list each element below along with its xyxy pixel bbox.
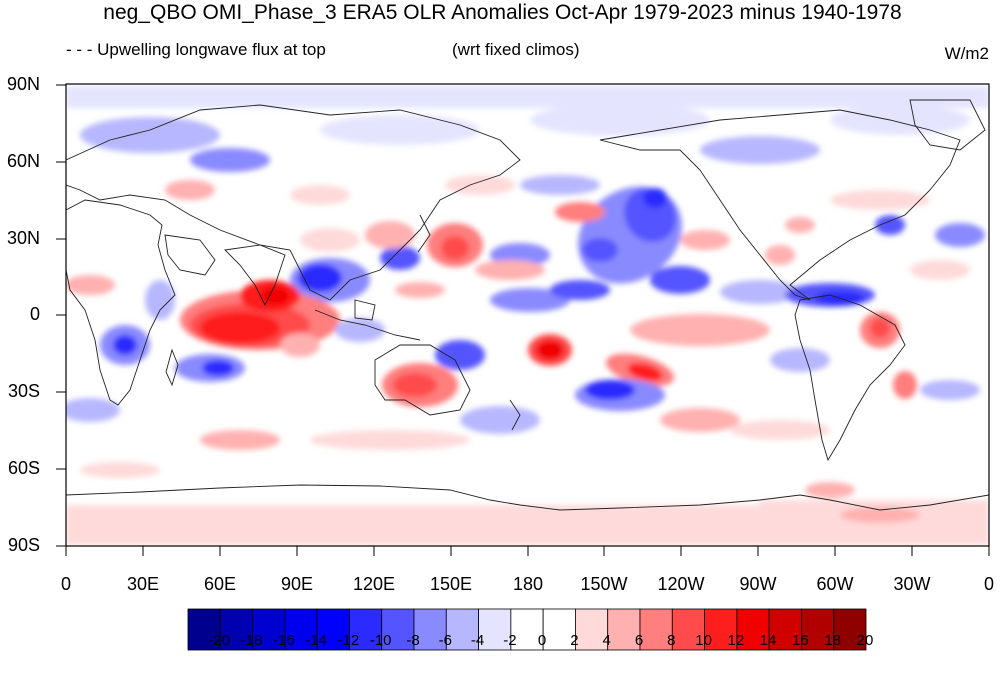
lon-label-90w: 90W bbox=[739, 574, 777, 594]
lon-label-120w: 120W bbox=[657, 574, 705, 594]
colorbar-swatch bbox=[833, 608, 867, 651]
colorbar-label: 10 bbox=[695, 632, 712, 649]
lon-label-30e: 30E bbox=[126, 574, 160, 594]
colorbar-label: 12 bbox=[727, 632, 745, 649]
colorbar-swatch bbox=[478, 608, 512, 651]
colorbar-label: 8 bbox=[667, 632, 676, 649]
map-title: neg_QBO OMI_Phase_3 ERA5 OLR Anomalies O… bbox=[103, 1, 902, 24]
colorbar-swatch bbox=[510, 608, 544, 651]
colorbar-label: -2 bbox=[503, 632, 517, 649]
colorbar-label: -20 bbox=[208, 632, 231, 649]
lon-label-90e: 90E bbox=[280, 574, 314, 594]
colorbar bbox=[187, 608, 867, 651]
lon-label-60e: 60E bbox=[203, 574, 237, 594]
colorbar-swatch bbox=[671, 608, 705, 651]
colorbar-swatch bbox=[252, 608, 286, 651]
colorbar-label: 6 bbox=[634, 632, 644, 649]
colorbar-label: -14 bbox=[305, 632, 327, 649]
colorbar-swatch bbox=[413, 608, 447, 651]
colorbar-label: 18 bbox=[824, 632, 842, 649]
colorbar-label: -4 bbox=[470, 632, 485, 649]
colorbar-swatch bbox=[316, 608, 350, 651]
lon-label-150w: 150W bbox=[580, 574, 628, 594]
lat-label-30s: 30S bbox=[7, 381, 40, 401]
lon-label-150e: 150E bbox=[429, 574, 473, 594]
lat-label-60s: 60S bbox=[7, 458, 40, 478]
anomaly-field bbox=[66, 86, 989, 545]
units-label: W/m2 bbox=[944, 44, 989, 63]
colorbar-label: 14 bbox=[759, 632, 777, 649]
left-subtitle: - - - Upwelling longwave flux at top bbox=[66, 40, 326, 59]
lon-label-30w: 30W bbox=[893, 574, 931, 594]
axis-ticks bbox=[56, 84, 990, 556]
colorbar-label: 2 bbox=[570, 632, 579, 649]
colorbar-swatch bbox=[704, 608, 738, 651]
lat-label-30n: 30N bbox=[6, 228, 40, 248]
colorbar-label: 0 bbox=[537, 632, 547, 649]
lat-label-90s: 90S bbox=[7, 535, 40, 555]
colorbar-swatch bbox=[639, 608, 673, 651]
colorbar-label: 20 bbox=[856, 632, 874, 649]
colorbar-swatch bbox=[607, 608, 641, 651]
colorbar-swatch bbox=[219, 608, 253, 651]
coastlines bbox=[66, 99, 989, 511]
colorbar-label: -18 bbox=[240, 632, 263, 649]
colorbar-label: 4 bbox=[602, 632, 611, 649]
colorbar-label: -10 bbox=[369, 632, 392, 649]
colorbar-swatch bbox=[801, 608, 835, 651]
center-subtitle: (wrt fixed climos) bbox=[452, 40, 580, 59]
colorbar-swatch bbox=[445, 608, 479, 651]
lon-label-60w: 60W bbox=[816, 574, 854, 594]
lon-label-0-end: 0 bbox=[983, 574, 995, 594]
colorbar-label: -12 bbox=[337, 632, 360, 649]
lat-label-eq: 0 bbox=[29, 304, 40, 324]
lon-label-0: 0 bbox=[60, 574, 72, 594]
colorbar-swatch bbox=[768, 608, 802, 651]
lon-label-120e: 120E bbox=[352, 574, 396, 594]
lat-label-60n: 60N bbox=[6, 151, 40, 171]
lon-label-180: 180 bbox=[512, 574, 544, 594]
colorbar-swatch bbox=[575, 608, 609, 651]
colorbar-swatch bbox=[187, 608, 221, 651]
colorbar-label: -6 bbox=[438, 632, 452, 649]
colorbar-label: -8 bbox=[406, 632, 420, 649]
colorbar-swatch bbox=[381, 608, 415, 651]
colorbar-swatch bbox=[349, 608, 383, 651]
colorbar-label: -16 bbox=[273, 632, 295, 649]
lat-label-90n: 90N bbox=[6, 74, 40, 94]
colorbar-label: 16 bbox=[792, 632, 809, 649]
